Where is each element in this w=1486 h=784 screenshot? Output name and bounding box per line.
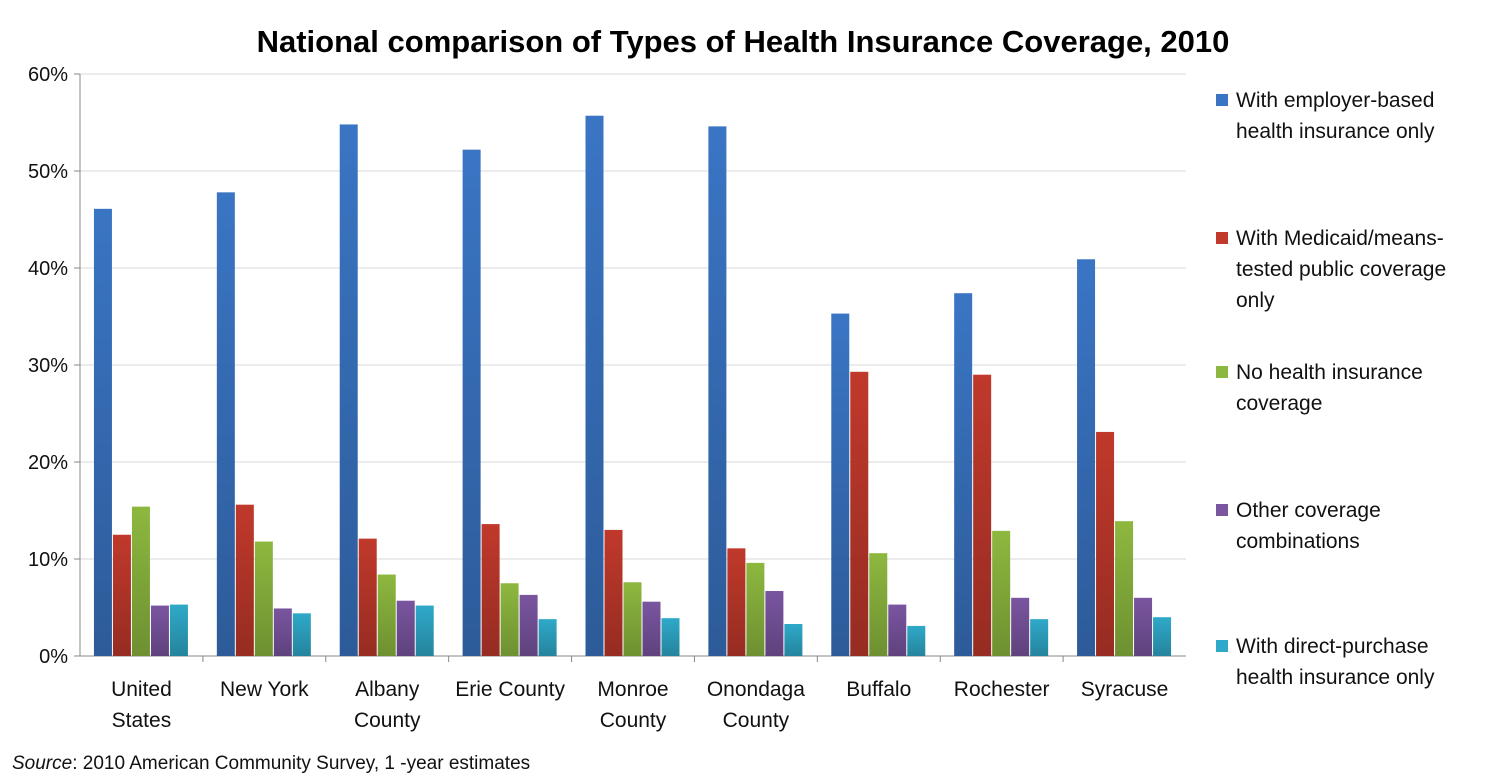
bar-rochester-series-2 [973,374,992,656]
legend-swatch [1216,504,1228,516]
x-category-label: New York [220,678,309,701]
bar-syracuse-series-1 [1077,259,1096,656]
y-tick-label: 30% [28,355,68,377]
bars [93,115,1172,656]
legend-label: combinations [1236,530,1360,553]
bar-buffalo-series-1 [831,313,850,656]
bar-monroe-county-series-3 [623,582,642,656]
y-tick-label: 10% [28,549,68,571]
bar-buffalo-series-4 [888,604,907,656]
legend-swatch [1216,232,1228,244]
bar-rochester-series-5 [1030,619,1049,656]
bar-united-states-series-3 [131,506,150,656]
bar-new-york-series-2 [235,504,254,656]
legend-label: No health insurance [1236,361,1423,384]
bar-monroe-county-series-1 [585,115,604,656]
bar-onondaga-county-series-5 [784,623,803,656]
chart-title: National comparison of Types of Health I… [257,24,1230,59]
legend-label: With direct-purchase [1236,635,1429,658]
y-tick-label: 60% [28,64,68,86]
legend-swatch [1216,640,1228,652]
x-category-labels: United States New York Albany County Erie Cou… [111,678,1168,732]
x-category-label: Albany [355,678,420,701]
legend-label: With employer-based [1236,89,1434,112]
x-category-label: Onondaga [707,678,805,701]
x-category-label: Monroe [597,678,668,701]
legend-swatch [1216,94,1228,106]
legend: With employer-based health insurance only… [1216,89,1446,689]
bar-erie-county-series-1 [462,149,481,656]
bar-onondaga-county-series-1 [708,126,727,656]
source-note: Source: 2010 American Community Survey, … [12,753,530,775]
bar-syracuse-series-2 [1096,431,1115,656]
legend-label: coverage [1236,392,1322,415]
y-tick-label: 40% [28,258,68,280]
bar-albany-county-series-1 [339,124,358,656]
bar-buffalo-series-2 [850,371,869,656]
legend-label: health insurance only [1236,666,1435,689]
y-tick-labels: 0% 10% 20% 30% 40% 50% 60% [28,64,68,668]
y-tick-label: 50% [28,161,68,183]
x-category-label: Buffalo [846,678,911,701]
bar-buffalo-series-3 [869,553,888,656]
bar-united-states-series-4 [150,605,169,656]
bar-new-york-series-4 [273,608,292,656]
bar-united-states-series-2 [112,534,131,656]
x-category-label: United [111,678,172,701]
legend-label: tested public coverage [1236,258,1446,281]
x-category-label: County [354,709,421,732]
bar-united-states-series-1 [93,208,112,656]
bar-albany-county-series-2 [358,538,377,656]
bar-new-york-series-3 [254,541,273,656]
bar-syracuse-series-5 [1153,617,1172,656]
y-tick-label: 0% [39,646,68,668]
legend-label: only [1236,289,1275,312]
legend-label: health insurance only [1236,120,1435,143]
bar-syracuse-series-4 [1134,597,1153,656]
bar-rochester-series-4 [1011,597,1030,656]
bar-onondaga-county-series-4 [765,591,784,656]
x-category-label: County [723,709,790,732]
x-category-label: Syracuse [1081,678,1169,701]
x-category-label: Erie County [455,678,565,701]
bar-united-states-series-5 [169,604,188,656]
bar-buffalo-series-5 [907,625,926,656]
x-category-label: County [600,709,667,732]
legend-swatch [1216,366,1228,378]
y-tick-label: 20% [28,452,68,474]
gridlines [80,73,1186,560]
bar-erie-county-series-5 [538,619,557,656]
bar-rochester-series-1 [954,293,973,656]
bar-monroe-county-series-2 [604,529,623,656]
bar-albany-county-series-5 [415,605,434,656]
bar-monroe-county-series-5 [661,618,680,656]
legend-label: Other coverage [1236,499,1381,522]
bar-erie-county-series-3 [500,583,519,656]
bar-albany-county-series-3 [377,574,396,656]
bar-erie-county-series-4 [519,594,538,656]
legend-label: With Medicaid/means- [1236,227,1444,250]
x-category-label: Rochester [954,678,1050,701]
x-category-label: States [112,709,172,732]
bar-rochester-series-3 [992,530,1011,656]
bar-erie-county-series-2 [481,524,500,656]
source-label: Source [12,753,73,774]
bar-monroe-county-series-4 [642,601,661,656]
bar-onondaga-county-series-3 [746,562,765,656]
bar-new-york-series-1 [216,192,235,656]
bar-albany-county-series-4 [396,600,415,656]
bar-new-york-series-5 [292,613,311,656]
bar-onondaga-county-series-2 [727,548,746,656]
source-text: : 2010 American Community Survey, 1 -yea… [72,753,531,774]
bar-syracuse-series-3 [1115,521,1134,656]
